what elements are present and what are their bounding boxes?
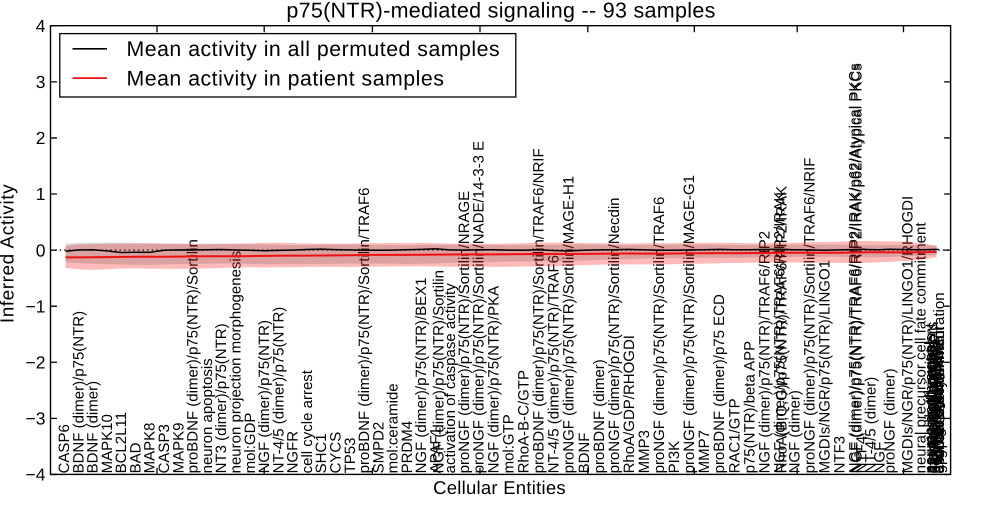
svg-text:p75(NTR)/beta APP: p75(NTR)/beta APP [741,341,758,474]
svg-text:axon guidance route: axon guidance route [930,337,947,473]
svg-text:Cellular Entities: Cellular Entities [433,477,566,498]
svg-text:neural precursor cell fate com: neural precursor cell fate commitment [913,222,930,474]
svg-text:CYCS: CYCS [328,432,345,474]
svg-text:proNGF (dimer)/p75(NTR)/Sortil: proNGF (dimer)/p75(NTR)/Sortilin/Necdin [606,197,623,473]
svg-text:mol:ceramide: mol:ceramide [385,383,402,473]
svg-text:CASP3: CASP3 [156,424,173,473]
svg-text:NT-4/5 (dimer): NT-4/5 (dimer) [863,377,880,474]
svg-text:neuron glial signals: neuron glial signals [929,345,946,473]
svg-text:BCL2L11: BCL2L11 [113,412,130,473]
svg-text:apoptosis commitment: apoptosis commitment [923,323,940,474]
svg-text:MMP3: MMP3 [636,430,653,473]
svg-text:NGF (dimer)/p75(NTR)/PKA: NGF (dimer)/p75(NTR)/PKA [486,286,503,474]
svg-text:NGF (dimer): NGF (dimer) [787,390,804,473]
svg-text:mol:GDP: mol:GDP [242,413,259,474]
svg-text:NT3 (dimer)/p75(NTR): NT3 (dimer)/p75(NTR) [213,323,230,473]
svg-text:PRDM4: PRDM4 [399,421,416,474]
svg-text:neuron apoptosis: neuron apoptosis [199,358,216,473]
svg-text:RhoA/GDP/RHOGDI: RhoA/GDP/RHOGDI [621,335,638,473]
svg-text:proNGF (dimer)/p75(NTR)/Sortil: proNGF (dimer)/p75(NTR)/Sortilin/TRAF6 [651,197,668,474]
svg-text:NGF (dimer)/p75(NTR)/Sortilin: NGF (dimer)/p75(NTR)/Sortilin [431,270,448,473]
svg-text:BDNF (dimer)/p75(NTR): BDNF (dimer)/p75(NTR) [70,311,87,474]
svg-text:proBDNF (dimer)/p75(NTR)/Sorti: proBDNF (dimer)/p75(NTR)/Sortilin [185,239,202,473]
svg-text:APAF1: APAF1 [428,427,445,473]
svg-text:granule cell precursors: granule cell precursors [924,322,941,474]
svg-text:MGDIs/NGR/p75(NTR)/LINGO1: MGDIs/NGR/p75(NTR)/LINGO1 [817,260,834,473]
svg-text:proBDNF (dimer)/p75 ECD: proBDNF (dimer)/p75 ECD [711,294,728,473]
svg-text:oligodendrocyte maturation: oligodendrocyte maturation [931,292,948,473]
svg-text:NGF (dimer)/p75(NTR)/TRAF6/RIP: NGF (dimer)/p75(NTR)/TRAF6/RIP2/IRAK/p62… [849,63,866,473]
svg-text:−4: −4 [26,465,46,485]
svg-text:neural death control: neural death control [923,341,940,474]
svg-text:MMP7: MMP7 [696,430,713,473]
svg-text:NGF (dimer)/p75(NTR)/BEX1: NGF (dimer)/p75(NTR)/BEX1 [413,278,430,474]
svg-text:SHC1: SHC1 [313,433,330,473]
svg-text:MAPK8: MAPK8 [142,423,159,474]
svg-text:NT-4/5 (dimer)/p75(NTR)/TRAF6: NT-4/5 (dimer)/p75(NTR)/TRAF6 [546,255,563,473]
svg-text:NGF (dimer)/p75(NTR)/TRAF6/RIP: NGF (dimer)/p75(NTR)/TRAF6/RIP2/IRAK/p62… [847,63,864,473]
svg-text:activation of caspase activity: activation of caspase activity [442,283,459,474]
svg-text:neuron projection morphogenesi: neuron projection morphogenesis [228,251,245,474]
svg-text:NGFR: NGFR [285,431,302,474]
svg-text:cell cycle arrest: cell cycle arrest [299,369,316,473]
svg-text:−3: −3 [26,409,46,429]
svg-text:NTF4: NTF4 [854,436,871,474]
svg-text:1: 1 [36,184,46,204]
svg-text:axonal repulsion sig: axonal repulsion sig [924,341,941,474]
svg-text:Inferred Activity: Inferred Activity [0,184,19,323]
svg-text:apoptotic commitment: apoptotic commitment [931,326,948,474]
svg-text:−1: −1 [26,296,46,316]
svg-text:BDNF: BDNF [576,433,593,474]
svg-text:BAD: BAD [127,442,144,473]
svg-text:2: 2 [36,128,46,148]
svg-text:NGF: NGF [872,442,889,474]
svg-text:RhoA-B-C/GTP: RhoA-B-C/GTP [516,370,533,473]
svg-text:RhoA(B,Q,G)/p75(NTR)/TRAF6/RIP: RhoA(B,Q,G)/p75(NTR)/TRAF6/RIP2/IRAK [774,186,791,474]
svg-text:Mean activity in all permuted: Mean activity in all permuted samples [127,37,501,61]
svg-text:BDNF (dimer): BDNF (dimer) [85,381,102,474]
svg-text:NTF3: NTF3 [832,436,849,474]
svg-text:3: 3 [36,72,46,92]
svg-text:RAC1/GTP: RAC1/GTP [726,398,743,473]
svg-text:Mean activity in patient sampl: Mean activity in patient samples [127,67,445,91]
svg-text:proBDNF (dimer): proBDNF (dimer) [591,359,608,473]
svg-text:proNGF (dimer)/p75(NTR)/Sortil: proNGF (dimer)/p75(NTR)/Sortilin/MAGE-G1 [681,175,698,473]
svg-text:myelination controls: myelination controls [925,341,942,474]
svg-text:4: 4 [36,16,46,36]
svg-text:PI3K: PI3K [666,441,683,474]
svg-text:neurite regulation: neurite regulation [929,357,946,473]
svg-text:−2: −2 [26,352,46,372]
svg-text:cell fate processes: cell fate processes [927,349,944,473]
svg-text:MGDIs/NGR/p75(NTR)/LINGO1/RHOG: MGDIs/NGR/p75(NTR)/LINGO1/RHOGDI [900,196,917,474]
svg-text:MAPK9: MAPK9 [170,423,187,474]
svg-text:proNGF (dimer): proNGF (dimer) [882,368,899,473]
svg-text:neuron death signals: neuron death signals [922,334,939,473]
svg-text:p75(NTR)-mediated signaling --: p75(NTR)-mediated signaling -- 93 sample… [286,0,715,23]
svg-text:mol:GTP: mol:GTP [501,414,518,473]
svg-text:MAPK10: MAPK10 [99,414,116,473]
svg-text:proBDNF (dimer)/p75(NTR)/Sorti: proBDNF (dimer)/p75(NTR)/Sortilin/TRAF6 [356,188,373,474]
svg-text:proNGF (dimer)/p75(NTR)/Sortil: proNGF (dimer)/p75(NTR)/Sortilin/MAGE-H1 [561,176,578,474]
svg-text:proBDNF (dimer)/p75(NTR)/Sorti: proBDNF (dimer)/p75(NTR)/Sortilin/TRAF6/… [531,148,548,473]
svg-text:proNGF (dimer)/p75(NTR)/Sortil: proNGF (dimer)/p75(NTR)/Sortilin/NRAGE [456,191,473,474]
svg-text:TP53: TP53 [342,438,359,474]
svg-text:CASP6: CASP6 [56,424,73,473]
svg-text:NGF (dimer)/p75(NTR): NGF (dimer)/p75(NTR) [256,320,273,473]
svg-text:NGF (dimer)/p75(NTR)/TRAF6/RIP: NGF (dimer)/p75(NTR)/TRAF6/RIP2 [756,231,773,474]
svg-text:proNGF (dimer)/p75(NTR)/Sortil: proNGF (dimer)/p75(NTR)/Sortilin/NADE/14… [470,141,487,474]
svg-text:SMPD2: SMPD2 [370,422,387,474]
svg-text:NGF (dimer)/p75(NTR)/TRAF6/RIP: NGF (dimer)/p75(NTR)/TRAF6/RIP2/IRAK [771,192,788,474]
svg-text:NT-4/5 (dimer)/p75(NTR): NT-4/5 (dimer)/p75(NTR) [270,307,287,474]
svg-text:0: 0 [36,240,46,260]
svg-text:proNGF (dimer)/p75(NTR)/Sortil: proNGF (dimer)/p75(NTR)/Sortilin/TRAF6/N… [802,158,819,474]
svg-text:glial cell survival: glial cell survival [931,365,948,473]
